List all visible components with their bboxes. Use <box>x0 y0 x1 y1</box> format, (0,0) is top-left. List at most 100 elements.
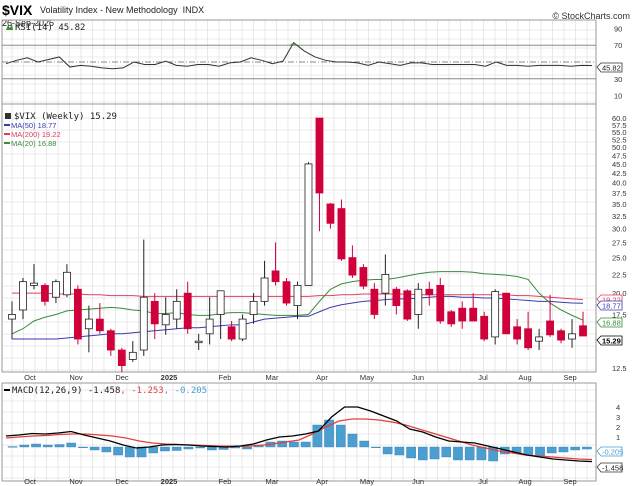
brand-watermark: © StockCharts.com <box>552 11 630 21</box>
close-value-tag: 15.29 <box>596 335 623 346</box>
candle <box>95 303 104 334</box>
histogram-bar <box>453 446 463 461</box>
rsi-line <box>5 41 593 70</box>
svg-text:45.82: 45.82 <box>602 64 621 73</box>
rsi-tick: 90 <box>614 24 622 33</box>
candle <box>359 264 368 290</box>
macd-panel <box>5 406 593 463</box>
histogram-bar <box>464 446 475 461</box>
symbol-name: Volatility Index - New Methodology <box>40 5 178 15</box>
candle <box>469 293 478 322</box>
ma20-value-tag: 16.88 <box>596 317 623 328</box>
histogram-bar <box>124 446 135 458</box>
ma20-legend-label: MA(20) 16.88 <box>11 139 56 148</box>
price-panel <box>8 117 587 372</box>
candle <box>84 305 93 353</box>
histogram-bar <box>582 446 592 450</box>
candle <box>63 264 71 298</box>
macd-tick: 4 <box>616 403 620 412</box>
candle <box>106 328 115 356</box>
candle <box>436 277 445 324</box>
histogram-bar <box>382 446 393 455</box>
price-x-label: 2025 <box>161 373 178 382</box>
price-x-label: Nov <box>69 373 83 382</box>
signal-line <box>5 418 593 461</box>
macd-x-label: Sep <box>563 477 576 486</box>
macd-x-label: Aug <box>518 477 531 486</box>
candle <box>425 281 434 306</box>
histogram-bar <box>7 446 18 448</box>
symbol-title: $VIX <box>2 2 33 18</box>
histogram-bar <box>347 433 358 448</box>
candle <box>348 245 357 278</box>
price-x-label: May <box>360 373 374 382</box>
price-tick: 40.0 <box>612 179 627 188</box>
candle <box>557 328 565 344</box>
candle <box>73 285 82 345</box>
candle <box>238 314 247 342</box>
macd-x-label: Jul <box>478 477 488 486</box>
candle <box>502 292 511 335</box>
histogram-bar <box>359 440 370 448</box>
candle <box>227 320 236 342</box>
candle <box>8 301 16 340</box>
macd-panel-frame <box>1 382 597 482</box>
candle <box>513 319 522 345</box>
histogram-bar <box>89 446 100 451</box>
rsi-legend-label: RSI(14) 45.82 <box>15 23 85 33</box>
candle <box>524 311 533 351</box>
rsi-legend: RSI(14) 45.82 <box>6 23 85 33</box>
candle <box>304 162 313 286</box>
candle <box>381 254 390 306</box>
histogram-bar <box>406 446 416 459</box>
price-tick: 22.5 <box>612 270 627 279</box>
candle <box>447 309 456 327</box>
price-tick: 57.5 <box>612 121 627 130</box>
rsi-legend-icon <box>6 24 13 30</box>
rsi-tick: 70 <box>614 41 622 50</box>
svg-text:-1.458: -1.458 <box>602 464 623 473</box>
price-tick: 12.5 <box>612 364 627 373</box>
candle <box>128 341 137 362</box>
macd-x-label: May <box>360 477 374 486</box>
candle <box>249 293 258 324</box>
candle <box>535 328 543 351</box>
candle <box>30 264 38 290</box>
histogram-bar <box>570 446 580 451</box>
macd-x-label: Dec <box>115 477 129 486</box>
histogram-bar <box>171 446 182 451</box>
svg-text:16.88: 16.88 <box>602 319 621 328</box>
candle <box>183 281 192 334</box>
histogram-bar <box>371 446 381 449</box>
candle <box>194 333 203 351</box>
histogram-bar <box>42 444 53 448</box>
chart-date: 26-Sep-2025 <box>2 18 55 28</box>
candle <box>52 279 60 304</box>
histogram-bar <box>394 446 405 456</box>
candle <box>480 311 489 342</box>
price-panel-frame <box>1 103 597 373</box>
macd-x-label: Jun <box>412 477 424 486</box>
macd-tick: 3 <box>616 413 620 422</box>
macd-tick: 2 <box>616 423 620 432</box>
candle <box>150 293 159 340</box>
candle <box>282 277 291 306</box>
candle <box>579 311 587 337</box>
price-tick: 27.5 <box>612 238 627 247</box>
candle <box>161 297 170 335</box>
price-x-label: Dec <box>115 373 129 382</box>
candle <box>568 319 576 348</box>
exchange-label: INDX <box>182 5 205 15</box>
histogram-bar <box>242 446 252 450</box>
ma50-value-tag: 18.77 <box>596 300 623 311</box>
axes: 90 70 30 10 60.057.555.052.550.047.545.042.5… <box>24 24 626 486</box>
price-x-label: Sep <box>563 373 576 382</box>
candle <box>139 239 148 356</box>
histogram-bar <box>19 444 30 448</box>
macd-legend: MACD(12,26,9) -1.458, -1.253, -0.205 <box>4 386 207 396</box>
histogram-bar <box>312 424 323 448</box>
histogram-bar <box>66 442 77 448</box>
price-x-label: Apr <box>316 373 328 382</box>
price-x-label: Jun <box>412 373 424 382</box>
